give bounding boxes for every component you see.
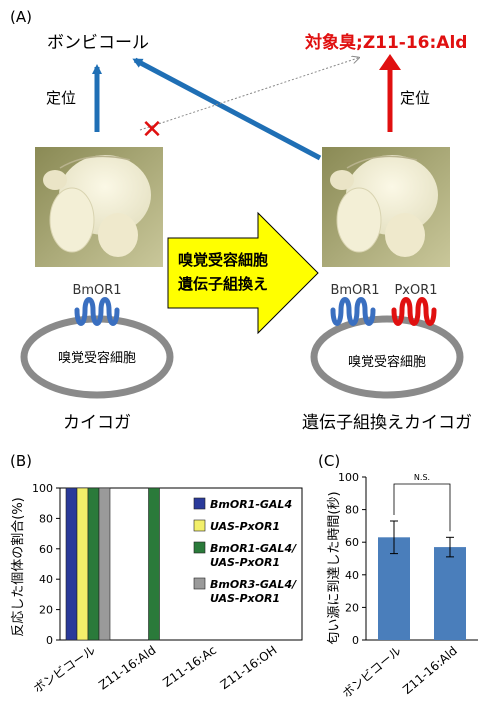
x-tick-label: Z11-16:Ald: [96, 643, 158, 692]
legend-swatch: [193, 577, 206, 590]
bar: [65, 487, 78, 641]
y-tick-label: 0: [46, 634, 53, 647]
panel-c: (C) 匂い源に到達した時間(秒) 0 20 40 60 80 100 ボンビコールZ11-…: [318, 452, 478, 701]
cell-left-label: 嗅覚受容細胞: [58, 350, 136, 366]
receptor-bmor1-left: [74, 297, 120, 326]
localize-right-label: 定位: [400, 89, 430, 107]
transgenic-arrow-line2: 遺伝子組換え: [177, 275, 268, 293]
panel-b: (B) 反応した個体の割合(%) 020406080100ボンビコールZ11-1…: [10, 452, 303, 696]
x-tick-label: Z11-16:OH: [218, 643, 280, 692]
target-odor-label: 対象臭;Z11-16:Ald: [304, 32, 467, 53]
y-tick-label: 100: [32, 482, 53, 495]
bar: [434, 547, 466, 640]
receptor-right-label-2: PxOR1: [394, 283, 437, 298]
y-tick-label: 0: [352, 634, 359, 647]
panel-a: (A) ボンビコール 対象臭;Z11-16:Ald 定位 定位 ✕: [10, 8, 472, 433]
receptor-right-label-1: BmOR1: [330, 283, 379, 298]
legend-label: UAS-PxOR1: [210, 592, 280, 605]
legend-label: BmOR1-GAL4: [210, 498, 292, 511]
receptor-bmor1-right: [330, 297, 376, 326]
legend-label: UAS-PxOR1: [210, 556, 280, 569]
transgenic-arrow: [167, 211, 319, 335]
y-tick-label: 80: [39, 512, 53, 525]
y-tick-label: 60: [345, 536, 359, 549]
panel-c-label: (C): [318, 452, 340, 470]
bombykol-label: ボンビコール: [47, 33, 149, 53]
bar: [378, 537, 410, 640]
panel-b-label: (B): [10, 452, 32, 470]
transgenic-arrow-line1: 嗅覚受容細胞: [178, 251, 268, 269]
y-tick-label: 60: [39, 543, 53, 556]
legend-swatch: [193, 519, 206, 532]
y-tick-label: 20: [345, 601, 359, 614]
chart-b-ylabel: 反応した個体の割合(%): [10, 497, 26, 637]
y-tick-label: 40: [39, 573, 53, 586]
receptor-pxor1-right: [391, 297, 437, 326]
cell-right-label: 嗅覚受容細胞: [348, 354, 426, 370]
legend-swatch: [193, 541, 206, 554]
localize-left-label: 定位: [46, 89, 76, 107]
y-tick-label: 20: [39, 604, 53, 617]
chart-b-legend: BmOR1-GAL4UAS-PxOR1BmOR1-GAL4/UAS-PxOR1B…: [193, 497, 297, 605]
significance-bracket: [393, 483, 451, 532]
significance-label: N.S.: [414, 473, 430, 482]
receptor-left-label: BmOR1: [72, 283, 121, 298]
bar: [148, 487, 160, 641]
cell-right: [310, 315, 464, 399]
bar: [87, 487, 100, 641]
right-up-arrow-head: [379, 54, 401, 70]
x-tick-label: Z11-16:Ald: [400, 644, 460, 697]
y-tick-label: 80: [345, 504, 359, 517]
cell-left: [20, 315, 174, 399]
x-tick-label: ボンビコール: [340, 644, 404, 701]
legend-swatch: [193, 497, 206, 510]
bar: [76, 487, 89, 641]
legend-label: UAS-PxOR1: [210, 520, 280, 533]
moth-left-caption: カイコガ: [63, 413, 131, 433]
y-tick-label: 100: [338, 471, 359, 484]
moth-photo-left: [35, 147, 163, 267]
moth-photo-right: [322, 147, 450, 267]
cross-mark: ✕: [141, 115, 163, 145]
x-tick-label: Z11-16:Ac: [160, 643, 219, 690]
moth-right-caption: 遺伝子組換えカイコガ: [302, 413, 472, 433]
x-tick-label: ボンビコール: [31, 643, 98, 696]
y-tick-label: 40: [345, 569, 359, 582]
legend-label: BmOR1-GAL4/: [210, 542, 297, 555]
diagonal-blue-arrow: [132, 57, 322, 161]
legend-label: BmOR3-GAL4/: [210, 578, 297, 591]
panel-a-label: (A): [10, 8, 32, 26]
chart-c-ylabel: 匂い源に到達した時間(秒): [327, 491, 342, 644]
bar: [98, 487, 111, 641]
